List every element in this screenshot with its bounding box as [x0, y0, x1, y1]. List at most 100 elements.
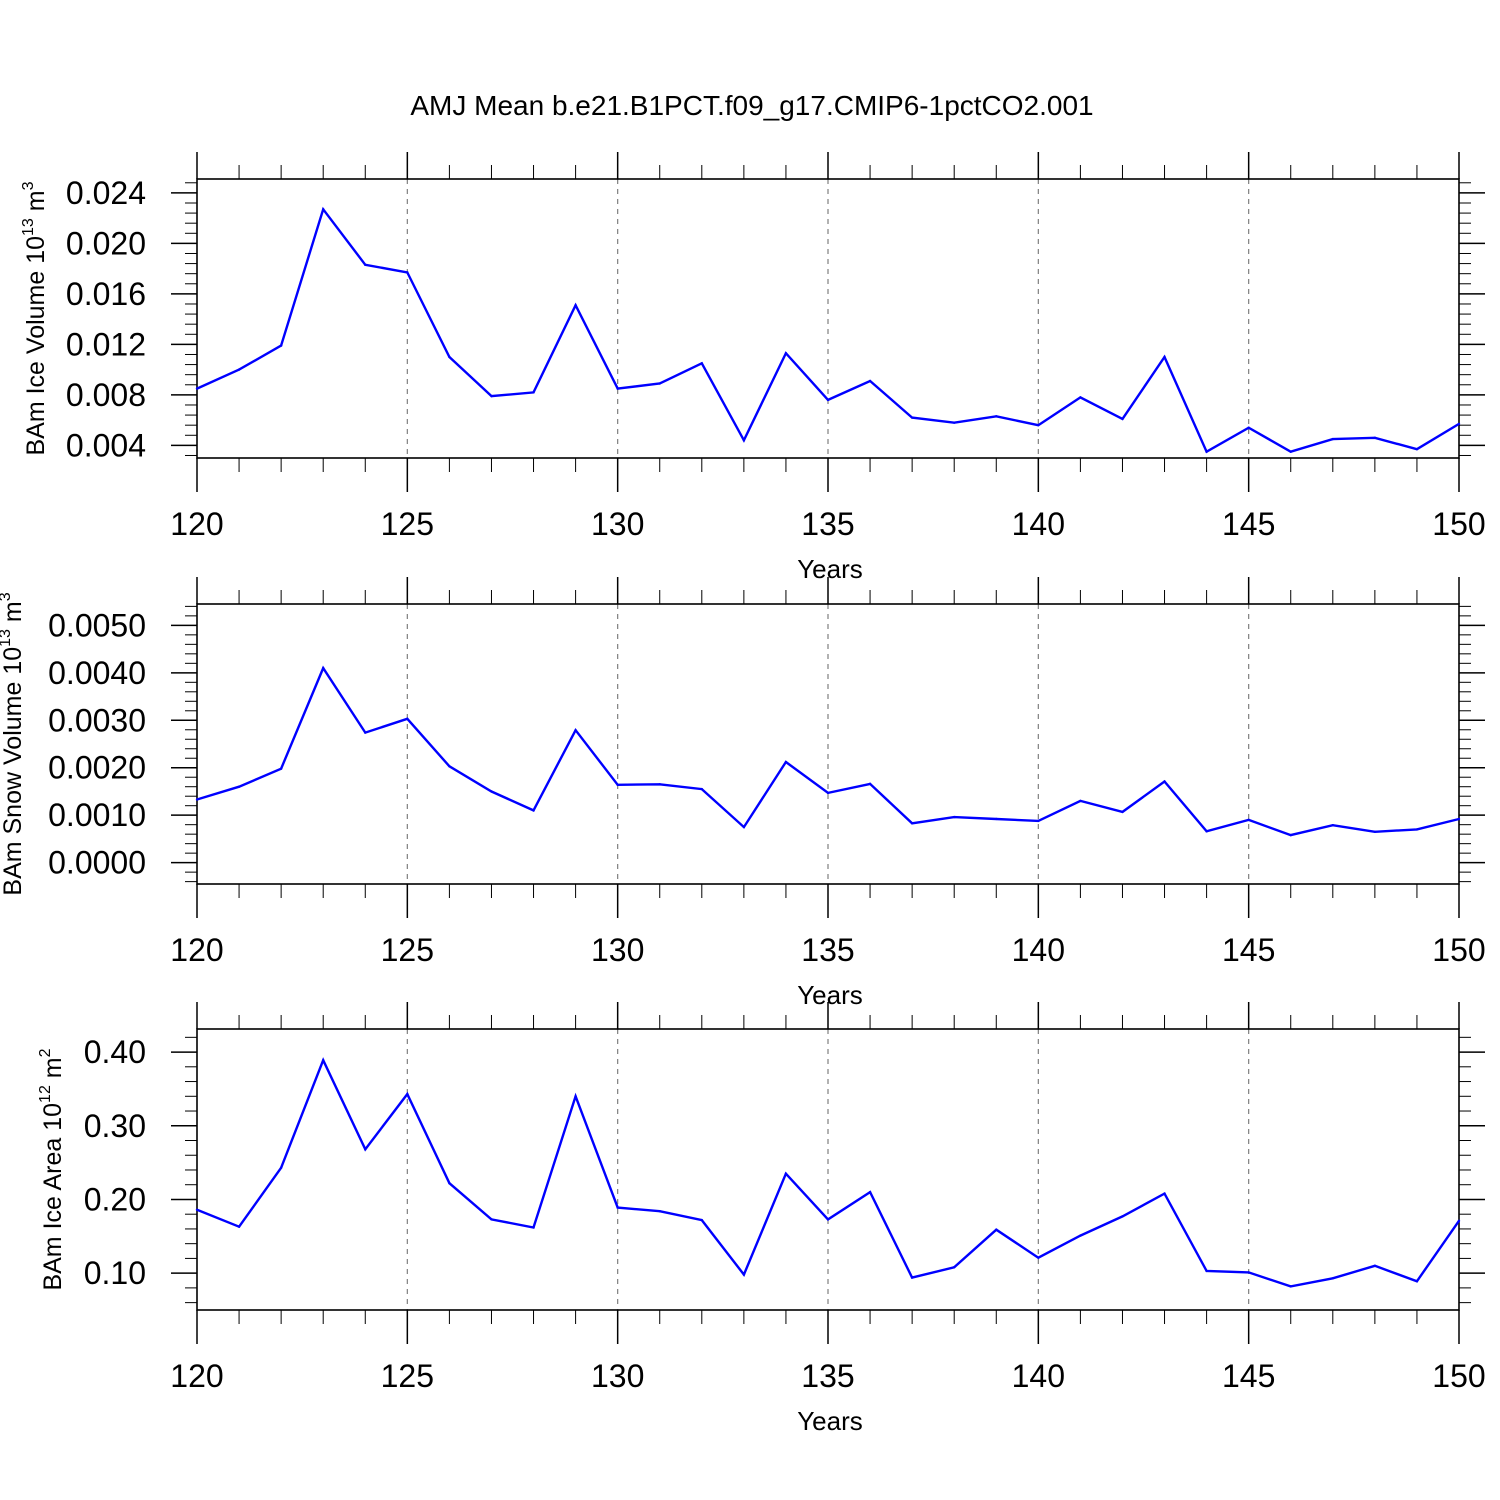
data-point [195, 1208, 199, 1211]
x-tick-label: 140 [1012, 932, 1065, 968]
data-point [322, 666, 325, 670]
data-point [742, 439, 746, 442]
chart-panel-3: 0.10 0.20 0.30 0.40 120 125 130 135 140 145 150 Yea… [37, 1002, 1486, 1436]
data-point [868, 1190, 872, 1194]
y-tick-label: 0.016 [66, 276, 146, 312]
data-point [237, 368, 241, 371]
data-point [868, 379, 872, 383]
data-point [700, 787, 703, 791]
data-point [1037, 423, 1040, 427]
x-tick-label: 135 [801, 506, 854, 542]
data-point [658, 382, 661, 385]
chart-panel-1: 0.004 0.008 0.012 0.016 0.020 0.024 120 125 130 1… [20, 152, 1486, 584]
data-point [574, 304, 577, 307]
data-point [826, 398, 830, 402]
data-point [1205, 830, 1208, 833]
data-point [1247, 1271, 1250, 1274]
x-tick-label: 125 [381, 932, 434, 968]
y-axis-label: BAm Ice Area 1012 m2 [37, 1048, 67, 1290]
x-tick-label: 130 [591, 1358, 644, 1394]
data-point [1205, 450, 1208, 453]
data-point [448, 765, 451, 768]
y-axis-label: BAm Ice Volume 1013 m3 [20, 181, 50, 455]
x-tick-label: 120 [170, 1358, 223, 1394]
data-point [279, 1166, 283, 1169]
data-point [910, 416, 914, 419]
data-point [532, 809, 535, 812]
data-point [953, 421, 956, 424]
data-point [700, 1218, 703, 1222]
x-axis-label: Years [797, 1406, 863, 1436]
y-tick-label: 0.0050 [48, 607, 146, 643]
data-point [1037, 1256, 1040, 1259]
data-point [1415, 447, 1419, 451]
x-tick-label: 120 [170, 932, 223, 968]
data-point [1289, 833, 1292, 837]
data-point [406, 1092, 409, 1096]
data-point [995, 817, 998, 821]
y-tick-label: 0.012 [66, 326, 146, 362]
data-point [1121, 810, 1124, 814]
x-tick-label: 130 [591, 932, 644, 968]
y-axis-label: BAm Snow Volume 1013 m3 [0, 592, 27, 895]
data-point [868, 782, 872, 786]
y-tick-label: 0.0020 [48, 750, 146, 786]
data-point [1037, 819, 1040, 823]
y-tick-label: 0.0010 [48, 797, 146, 833]
series-line [196, 665, 1460, 837]
x-tick-label: 145 [1222, 932, 1275, 968]
data-point [1373, 1264, 1377, 1267]
data-point [237, 1225, 241, 1228]
data-point [742, 1273, 746, 1276]
x-tick-label: 135 [801, 1358, 854, 1394]
data-point [364, 1148, 367, 1151]
x-tick-label: 145 [1222, 506, 1275, 542]
data-point [195, 798, 199, 801]
data-point [364, 731, 367, 734]
data-point [490, 394, 493, 398]
data-point [406, 717, 409, 721]
y-tick-label: 0.0030 [48, 702, 146, 738]
data-point [406, 271, 409, 274]
x-tick-label: 140 [1012, 1358, 1065, 1394]
y-tick-label: 0.20 [84, 1181, 146, 1217]
data-point [322, 208, 325, 211]
data-point [784, 1172, 788, 1175]
data-point [1331, 437, 1335, 441]
data-point [1079, 799, 1082, 803]
y-tick-label: 0.0000 [48, 845, 146, 881]
data-point [574, 729, 577, 732]
x-tick-label: 125 [381, 506, 434, 542]
data-point [490, 790, 493, 793]
y-tick-label: 0.0040 [48, 655, 146, 691]
data-point [953, 1266, 956, 1269]
data-point [616, 1206, 619, 1209]
data-point [532, 391, 535, 394]
data-point [742, 825, 746, 829]
x-axis-label: Years [797, 980, 863, 1010]
y-tick-label: 0.10 [84, 1255, 146, 1291]
data-point [995, 1228, 998, 1231]
data-point [448, 1182, 451, 1185]
y-tick-label: 0.024 [66, 175, 146, 211]
x-tick-label: 150 [1432, 506, 1485, 542]
data-point [279, 344, 283, 347]
data-point [784, 760, 788, 764]
data-point [490, 1218, 493, 1221]
chart-title: AMJ Mean b.e21.B1PCT.f09_g17.CMIP6-1pctC… [410, 90, 1093, 121]
data-point [195, 387, 199, 390]
x-tick-label: 130 [591, 506, 644, 542]
data-point [1373, 830, 1377, 833]
data-point [826, 1218, 830, 1221]
data-point [616, 783, 619, 787]
data-point [1163, 1192, 1166, 1195]
data-point [322, 1058, 325, 1062]
data-point [237, 785, 241, 788]
data-point [1163, 355, 1166, 359]
data-point [658, 1210, 661, 1213]
data-point [910, 1276, 914, 1279]
x-tick-label: 125 [381, 1358, 434, 1394]
data-point [784, 352, 788, 355]
data-point [1415, 1280, 1419, 1283]
data-point [1121, 1215, 1124, 1218]
